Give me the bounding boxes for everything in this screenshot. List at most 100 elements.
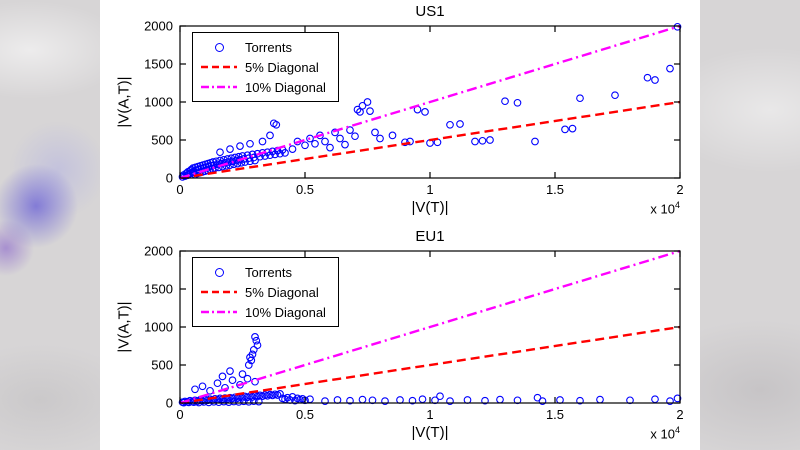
scatter-point bbox=[228, 376, 237, 385]
scatter-point bbox=[358, 395, 367, 404]
y-tick-label: 0 bbox=[166, 171, 173, 186]
y-tick-label: 500 bbox=[151, 133, 173, 148]
scatter-point bbox=[218, 372, 227, 381]
scatter-point bbox=[243, 374, 252, 383]
x-tick-label: 0.5 bbox=[296, 182, 314, 197]
scatter-point bbox=[456, 120, 464, 128]
scatter-point bbox=[396, 396, 404, 404]
scatter-point bbox=[513, 396, 522, 405]
legend-item-10pct-diagonal: 10% Diagonal bbox=[201, 78, 326, 96]
scatter-point bbox=[321, 137, 329, 146]
scatter-point bbox=[556, 396, 564, 404]
scatter-point bbox=[288, 393, 297, 401]
scatter-point bbox=[272, 120, 281, 129]
scatter-point bbox=[191, 385, 199, 394]
scatter-point bbox=[291, 396, 299, 405]
dashed-line-icon bbox=[201, 63, 237, 71]
scatter-point bbox=[198, 382, 207, 391]
scatter-point bbox=[253, 341, 262, 350]
scatter-point bbox=[213, 379, 222, 388]
x-tick-label: 1.5 bbox=[546, 182, 564, 197]
legend-label: 5% Diagonal bbox=[245, 59, 319, 75]
scatter-point bbox=[248, 350, 257, 359]
scatter-point bbox=[311, 139, 319, 148]
scatter-point bbox=[306, 134, 314, 143]
x-tick-label: 0 bbox=[176, 182, 183, 197]
scatter-point bbox=[363, 98, 372, 106]
legend-item-10pct-diagonal: 10% Diagonal bbox=[201, 303, 326, 321]
scatter-point bbox=[246, 139, 254, 148]
legend-label: Torrents bbox=[245, 39, 292, 55]
scatter-point bbox=[446, 397, 454, 405]
scatter-point bbox=[673, 394, 682, 403]
x-axis-exponent: x 104 bbox=[650, 200, 680, 216]
scatter-point bbox=[333, 396, 342, 404]
scatter-point bbox=[206, 386, 214, 395]
scatter-point bbox=[249, 345, 258, 354]
scatter-point bbox=[276, 390, 284, 398]
scatter-point bbox=[266, 131, 274, 140]
scatter-point bbox=[281, 149, 289, 157]
scatter-point bbox=[288, 145, 297, 153]
x-exponent-base: x 10 bbox=[650, 426, 675, 442]
scatter-point bbox=[568, 124, 577, 133]
scatter-point bbox=[341, 140, 349, 149]
plot-area: 0 0.5 1 1.5 2 0 500 1000 1500 2000 bbox=[144, 244, 684, 423]
legend-item-5pct-diagonal: 5% Diagonal bbox=[201, 58, 326, 76]
chart-eu1: EU1 |V(A,T)| 0 0.5 1 1.5 2 0 500 1000 1500 2000 |… bbox=[100, 225, 700, 450]
scatter-point bbox=[538, 397, 547, 405]
diagonal-line-5pct bbox=[179, 100, 681, 180]
y-tick-label: 1000 bbox=[144, 320, 173, 335]
y-tick-label: 1000 bbox=[144, 95, 173, 110]
scatter-point bbox=[531, 137, 539, 146]
scatter-point bbox=[446, 120, 454, 129]
torrent-marker-icon bbox=[214, 42, 224, 52]
x-tick-label: 1 bbox=[426, 407, 433, 422]
y-tick-label: 0 bbox=[166, 396, 173, 411]
x-tick-label: 1.5 bbox=[546, 407, 564, 422]
scatter-point bbox=[326, 143, 334, 152]
scatter-point bbox=[244, 361, 253, 369]
legend-item-torrents: Torrents bbox=[201, 263, 326, 281]
scatter-point bbox=[368, 396, 377, 405]
plot-area: 0 0.5 1 1.5 2 0 500 1000 1500 2000 bbox=[144, 19, 684, 198]
circle-marker-icon bbox=[201, 42, 237, 52]
scatter-point bbox=[596, 395, 604, 404]
scatter-point bbox=[673, 22, 682, 31]
scatter-point bbox=[431, 396, 439, 405]
scatter-point bbox=[199, 398, 208, 406]
scatter-point bbox=[486, 136, 494, 144]
scatter-point bbox=[651, 76, 659, 84]
scatter-point bbox=[611, 91, 619, 100]
scatter-point bbox=[358, 101, 367, 110]
scatter-point bbox=[301, 141, 309, 150]
scatter-point bbox=[388, 131, 397, 140]
scatter-point bbox=[252, 336, 261, 345]
scatter-point bbox=[249, 397, 258, 406]
scatter-point bbox=[513, 98, 522, 107]
dashdot-line-icon bbox=[201, 83, 237, 91]
scatter-point bbox=[463, 396, 472, 404]
scatter-point bbox=[406, 137, 414, 146]
scatter-point bbox=[226, 145, 234, 153]
scatter-point bbox=[244, 397, 253, 406]
x-tick-label: 2 bbox=[676, 182, 683, 197]
x-tick-label: 0 bbox=[176, 407, 183, 422]
scatter-point bbox=[576, 396, 584, 405]
scatter-point bbox=[224, 398, 233, 406]
scatter-point bbox=[666, 64, 674, 73]
scatter-point bbox=[276, 149, 284, 158]
scatter-point bbox=[418, 395, 427, 404]
chart-title: EU1 bbox=[415, 228, 445, 245]
x-exponent-base: x 10 bbox=[650, 201, 675, 217]
dashdot-line-icon bbox=[201, 308, 237, 316]
scatter-point bbox=[366, 107, 374, 115]
scatter-point bbox=[501, 97, 509, 106]
torrent-marker-icon bbox=[214, 267, 224, 277]
figure-canvas: US1 |V(A,T)| 0 0.5 1 1.5 2 0 500 1000 1500 2000 |… bbox=[100, 0, 700, 450]
scatter-point bbox=[214, 398, 223, 407]
scatter-point bbox=[229, 397, 238, 406]
scatter-point bbox=[496, 395, 504, 404]
scatter-point bbox=[238, 370, 247, 378]
scatter-point bbox=[381, 397, 389, 405]
